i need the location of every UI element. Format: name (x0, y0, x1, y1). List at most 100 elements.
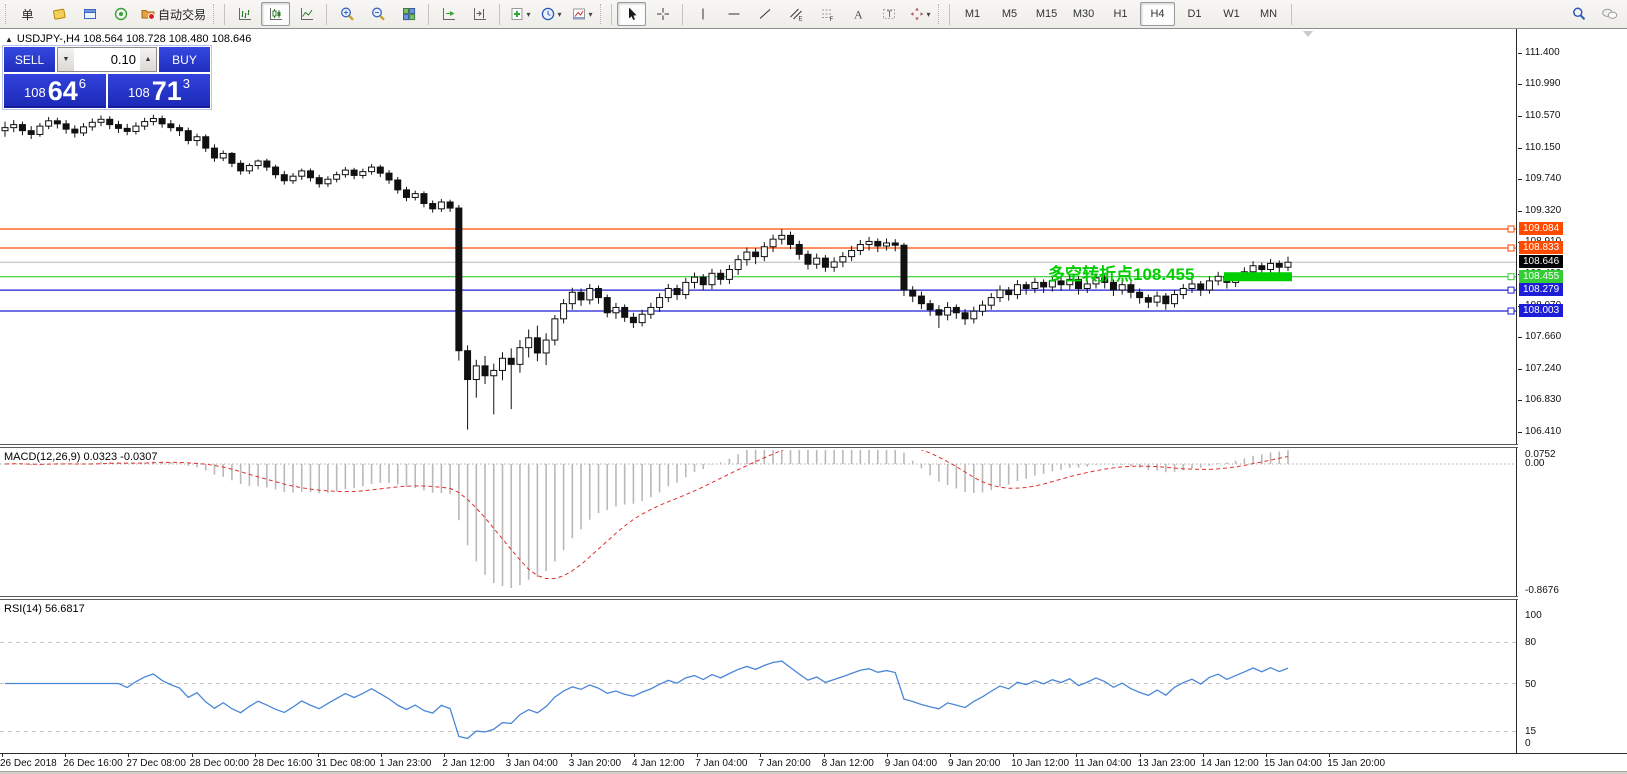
macd-rsi-splitter[interactable] (0, 596, 1627, 600)
timeframe-m5[interactable]: M5 (1001, 8, 1018, 20)
zoom-out-button[interactable] (363, 2, 392, 26)
candlestick-chart-button[interactable] (261, 2, 291, 26)
timeframe-h1[interactable]: H1 (1113, 8, 1128, 20)
cursor-button[interactable] (617, 2, 647, 26)
rsi-axis-label: 50 (1525, 678, 1537, 690)
text-label-button[interactable]: T (874, 2, 903, 26)
price-tick-mark (1518, 400, 1522, 402)
time-tick-mark (823, 754, 825, 757)
indicators-button[interactable]: ▾ (505, 2, 534, 26)
time-tick-mark (381, 754, 383, 757)
price-tick-mark (1518, 337, 1522, 339)
fibonacci-button[interactable]: F (812, 2, 841, 26)
toolbar-separator (224, 3, 226, 25)
window-bottom-edge (0, 771, 1627, 774)
price-tick-label: 107.660 (1525, 331, 1562, 343)
timeframe-m15[interactable]: M15 (1035, 8, 1058, 20)
chart-scroll-marker-icon (1303, 31, 1313, 37)
timeframe-h4[interactable]: H4 (1140, 2, 1176, 26)
arrows-button[interactable]: ▾ (905, 2, 934, 26)
time-label: 11 Jan 04:00 (1074, 758, 1132, 769)
trend-highlight-segment[interactable] (1224, 272, 1292, 282)
bar-chart-button[interactable] (230, 2, 259, 26)
rsi-axis-label: 100 (1525, 610, 1542, 621)
symbol-ohlc-text: USDJPY-,H4 108.564 108.728 108.480 108.6… (16, 33, 252, 45)
time-label: 13 Jan 23:00 (1137, 758, 1196, 769)
templates-button[interactable]: ▾ (567, 2, 596, 26)
ask-price-button[interactable]: 108 71 3 (108, 74, 210, 108)
volume-increase-button[interactable]: ▲ (140, 48, 156, 71)
horizontal-lines[interactable] (0, 225, 1516, 315)
rsi-pane[interactable] (0, 602, 1517, 753)
time-tick-mark (318, 754, 319, 757)
main-chart[interactable] (0, 29, 1517, 444)
hline-price-label[interactable]: 108.455 (1519, 269, 1564, 283)
autotrading-button[interactable]: 自动交易 (137, 2, 209, 26)
chart-window-icon[interactable] (75, 2, 104, 26)
macd-signal-line (4, 450, 1289, 579)
timeframe-mn[interactable]: MN (1259, 8, 1278, 20)
ask-prefix: 108 (128, 85, 150, 100)
main-toolbar: 单自动交易 ▾ ▾ ▾ E F A T ▾ M1 M5 M15 M30 H1 H4 D1 W1 MN (0, 0, 1627, 29)
time-label: 4 Jan 12:00 (632, 758, 685, 769)
time-tick-mark (507, 754, 509, 757)
periods-button[interactable]: ▾ (536, 2, 565, 26)
auto-scroll-button[interactable] (434, 2, 463, 26)
equidistant-channel-button[interactable]: E (781, 2, 810, 26)
volume-stepper: ▼ ▲ (57, 47, 157, 72)
timeframe-w1[interactable]: W1 (1223, 8, 1240, 20)
horizontal-line-button[interactable] (719, 2, 748, 26)
text-button[interactable]: A (843, 2, 872, 26)
time-label: 3 Jan 20:00 (568, 758, 622, 769)
trendline-button[interactable] (750, 2, 779, 26)
chart-ohlc-header: ▲ USDJPY-,H4 108.564 108.728 108.480 108.… (5, 33, 251, 45)
sell-button[interactable]: SELL (4, 47, 55, 72)
volume-input[interactable] (74, 48, 140, 71)
hline-price-label[interactable]: 108.279 (1519, 283, 1564, 297)
price-tick-mark (1518, 84, 1522, 86)
vertical-line-button[interactable] (688, 2, 717, 26)
tile-windows-button[interactable] (394, 2, 423, 26)
svg-text:T: T (886, 9, 892, 19)
price-tick-label: 110.150 (1525, 142, 1561, 154)
toolbar-separator (682, 3, 684, 25)
chart-shift-button[interactable] (465, 2, 494, 26)
collapse-triangle-icon[interactable]: ▲ (5, 35, 13, 44)
timeframe-m30[interactable]: M30 (1072, 8, 1095, 20)
crosshair-button[interactable] (648, 2, 677, 26)
price-tick-mark (1518, 179, 1522, 181)
timeframe-m1[interactable]: M1 (964, 8, 981, 20)
hline-price-label[interactable]: 108.003 (1519, 304, 1564, 318)
hline-price-label[interactable]: 109.084 (1519, 222, 1564, 235)
time-label: 15 Jan 20:00 (1327, 758, 1386, 769)
rsi-axis-label: 0 (1525, 738, 1531, 749)
rsi-title: RSI(14) 56.6817 (4, 603, 85, 615)
zoom-in-button[interactable] (332, 2, 361, 26)
time-tick-mark (191, 754, 193, 757)
hline-price-label[interactable]: 108.833 (1519, 241, 1564, 255)
volume-decrease-button[interactable]: ▼ (58, 48, 74, 71)
toolbar-grip (213, 4, 217, 24)
signals-icon[interactable] (106, 2, 135, 26)
chart-right-border (1516, 29, 1517, 753)
price-tick-mark (1518, 116, 1522, 118)
price-tick-label: 106.410 (1525, 425, 1562, 437)
new-order-icon[interactable] (44, 2, 73, 26)
time-label: 28 Dec 16:00 (252, 758, 313, 769)
bid-price-button[interactable]: 108 64 6 (4, 74, 106, 108)
main-macd-splitter[interactable] (0, 444, 1627, 448)
line-chart-button[interactable] (292, 2, 321, 26)
macd-histogram (12, 450, 1289, 588)
price-tick-label: 109.320 (1525, 205, 1562, 217)
time-label: 9 Jan 04:00 (884, 758, 938, 769)
search-icon[interactable] (1564, 2, 1593, 26)
price-tick-label: 110.570 (1525, 110, 1561, 122)
buy-button[interactable]: BUY (159, 47, 210, 72)
timeframe-d1[interactable]: D1 (1187, 8, 1202, 20)
time-tick-mark (697, 754, 699, 757)
macd-pane[interactable] (0, 450, 1517, 596)
chat-icon[interactable] (1595, 2, 1624, 26)
time-label: 14 Jan 12:00 (1200, 758, 1259, 769)
macd-title: MACD(12,26,9) 0.0323 -0.0307 (4, 451, 158, 463)
rsi-line (5, 660, 1289, 740)
